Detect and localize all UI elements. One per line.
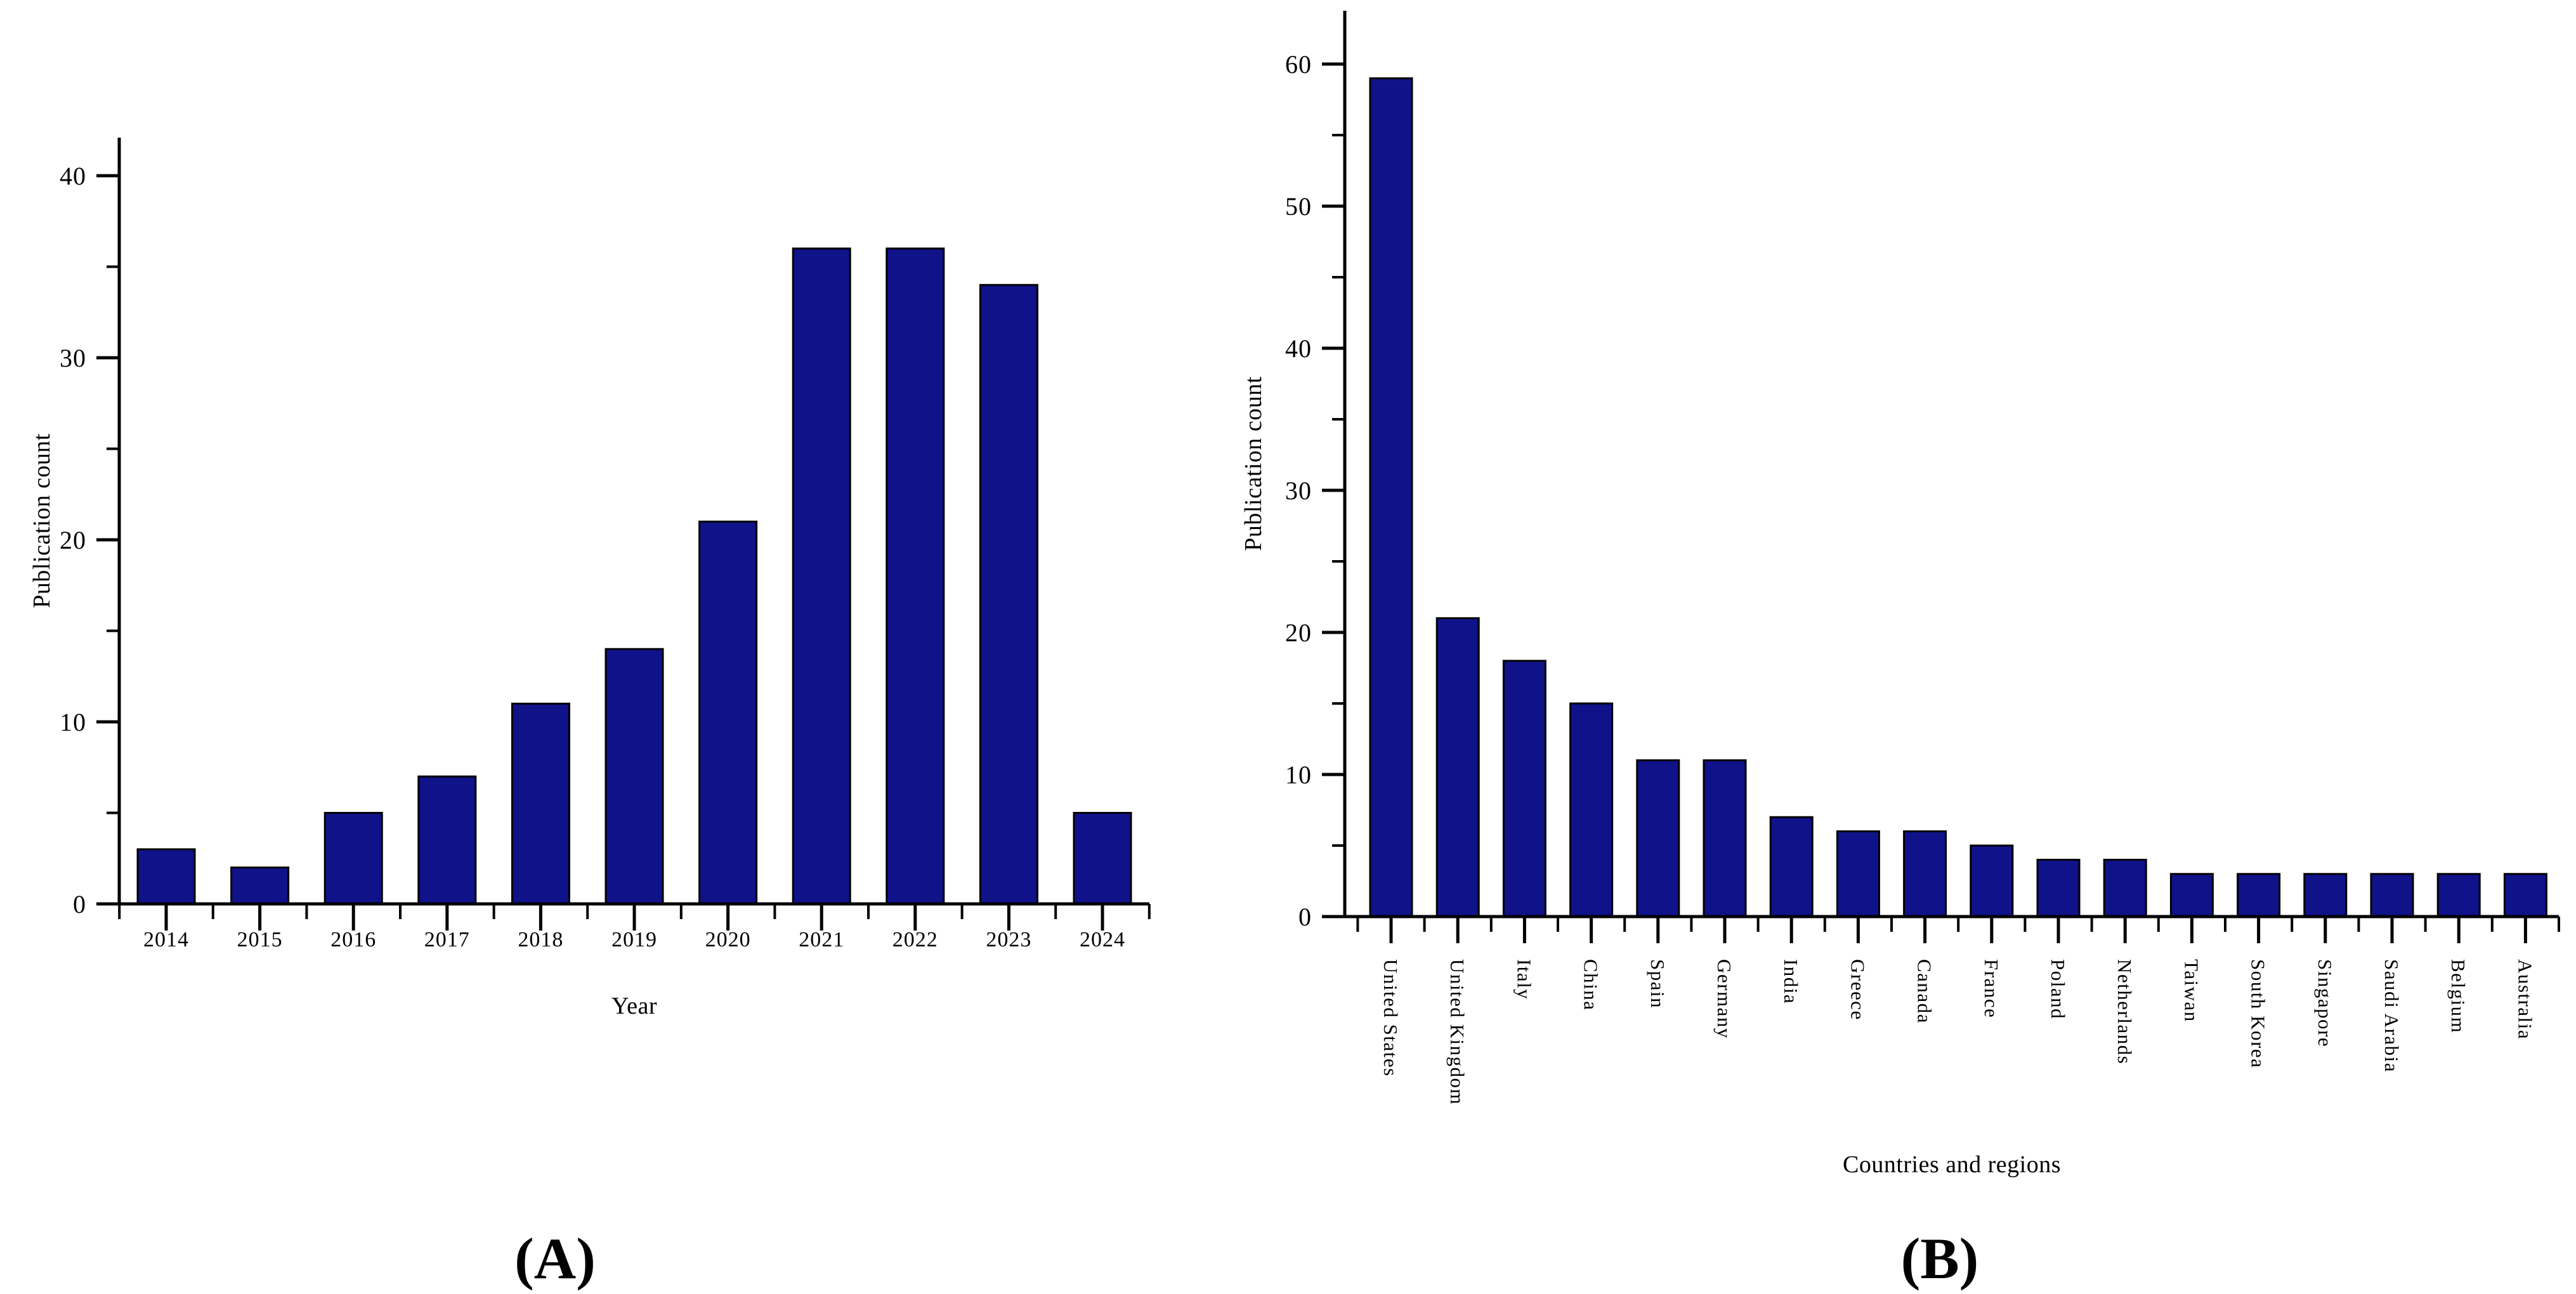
- panel-a-xaxis-title: Year: [611, 993, 657, 1019]
- x-category-label: 2021: [799, 928, 844, 951]
- bar-2016: [324, 812, 383, 905]
- bar-germany: [1703, 759, 1747, 918]
- bar-united-kingdom: [1435, 617, 1480, 918]
- x-category-label: Netherlands: [2114, 959, 2136, 1064]
- y-tick-label: 40: [60, 162, 86, 190]
- panel-a-yaxis-title: Publication count: [29, 433, 55, 608]
- y-tick-label: 30: [60, 344, 86, 372]
- bar-2023: [979, 284, 1038, 905]
- bar-france: [1970, 844, 2014, 918]
- x-category-label: Canada: [1914, 959, 1936, 1024]
- y-tick-label: 20: [60, 526, 86, 554]
- x-category-label: Belgium: [2447, 959, 2469, 1033]
- bar-taiwan: [2169, 873, 2214, 918]
- x-category-label: 2020: [705, 928, 751, 951]
- x-category-label: Taiwan: [2180, 959, 2202, 1023]
- bar-2021: [792, 247, 851, 905]
- x-category-label: Italy: [1513, 959, 1535, 1000]
- bar-greece: [1836, 830, 1880, 918]
- bar-saudi-arabia: [2370, 873, 2414, 918]
- x-category-label: 2017: [424, 928, 470, 951]
- x-category-label: Spain: [1647, 959, 1669, 1009]
- x-category-label: Saudi Arabia: [2381, 959, 2403, 1073]
- x-category-label: 2016: [330, 928, 376, 951]
- bar-2014: [136, 848, 196, 905]
- panel-b-publications-by-country: 0 10 20 30 40 50 60 United States United Kingdom…: [1285, 11, 2560, 1105]
- bar-2017: [417, 775, 477, 905]
- y-tick-label: 60: [1285, 50, 1312, 79]
- bar-canada: [1903, 830, 1947, 918]
- bar-india: [1769, 816, 1814, 918]
- y-tick-label: 30: [1285, 476, 1312, 505]
- panel-a-caption: (A): [514, 1226, 596, 1291]
- bar-poland: [2036, 858, 2081, 918]
- bar-2020: [698, 520, 758, 905]
- x-category-label: Poland: [2047, 959, 2069, 1019]
- panel-b-xaxis-title: Countries and regions: [1843, 1151, 2061, 1178]
- x-category-label: India: [1780, 959, 1802, 1004]
- bar-2019: [605, 648, 664, 905]
- y-tick-label: 40: [1285, 334, 1312, 363]
- y-tick-label: 10: [60, 708, 86, 736]
- bar-spain: [1636, 759, 1680, 918]
- bar-2015: [230, 866, 290, 905]
- x-category-label: 2015: [237, 928, 283, 951]
- bar-australia: [2503, 873, 2547, 918]
- x-category-label: Singapore: [2314, 959, 2336, 1047]
- bar-italy: [1502, 660, 1546, 918]
- x-category-label: 2022: [892, 928, 938, 951]
- x-category-label: Australia: [2514, 959, 2536, 1040]
- bar-united-states: [1369, 77, 1413, 918]
- x-category-label: 2018: [518, 928, 563, 951]
- bar-china: [1569, 702, 1614, 918]
- panel-b-caption: (B): [1901, 1226, 1979, 1291]
- x-category-label: United Kingdom: [1446, 959, 1468, 1105]
- y-tick-label: 0: [1298, 903, 1312, 931]
- bar-2022: [886, 247, 945, 905]
- x-category-label: 2024: [1080, 928, 1125, 951]
- panel-a-publications-by-year: 0 10 20 30 40 2014 2015 2016 2017 2018 2019 2020 202…: [60, 138, 1151, 951]
- x-category-label: 2014: [143, 928, 189, 951]
- x-category-label: 2023: [986, 928, 1031, 951]
- x-category-label: South Korea: [2247, 959, 2270, 1068]
- y-tick-label: 20: [1285, 618, 1312, 647]
- bar-singapore: [2303, 873, 2348, 918]
- x-category-label: France: [1980, 959, 2003, 1018]
- x-category-label: 2019: [611, 928, 657, 951]
- x-category-label: Germany: [1713, 959, 1736, 1039]
- y-tick-label: 50: [1285, 192, 1312, 221]
- x-category-label: United States: [1380, 959, 1402, 1077]
- panel-b-yaxis-title: Publication count: [1240, 376, 1267, 551]
- bar-2018: [511, 702, 570, 905]
- y-tick-label: 0: [73, 890, 86, 918]
- bar-netherlands: [2103, 858, 2147, 918]
- bar-2024: [1073, 812, 1132, 905]
- y-tick-label: 10: [1285, 761, 1312, 789]
- x-category-label: Greece: [1847, 959, 1869, 1021]
- bar-south-korea: [2237, 873, 2281, 918]
- x-category-label: China: [1580, 959, 1602, 1011]
- bar-belgium: [2436, 873, 2481, 918]
